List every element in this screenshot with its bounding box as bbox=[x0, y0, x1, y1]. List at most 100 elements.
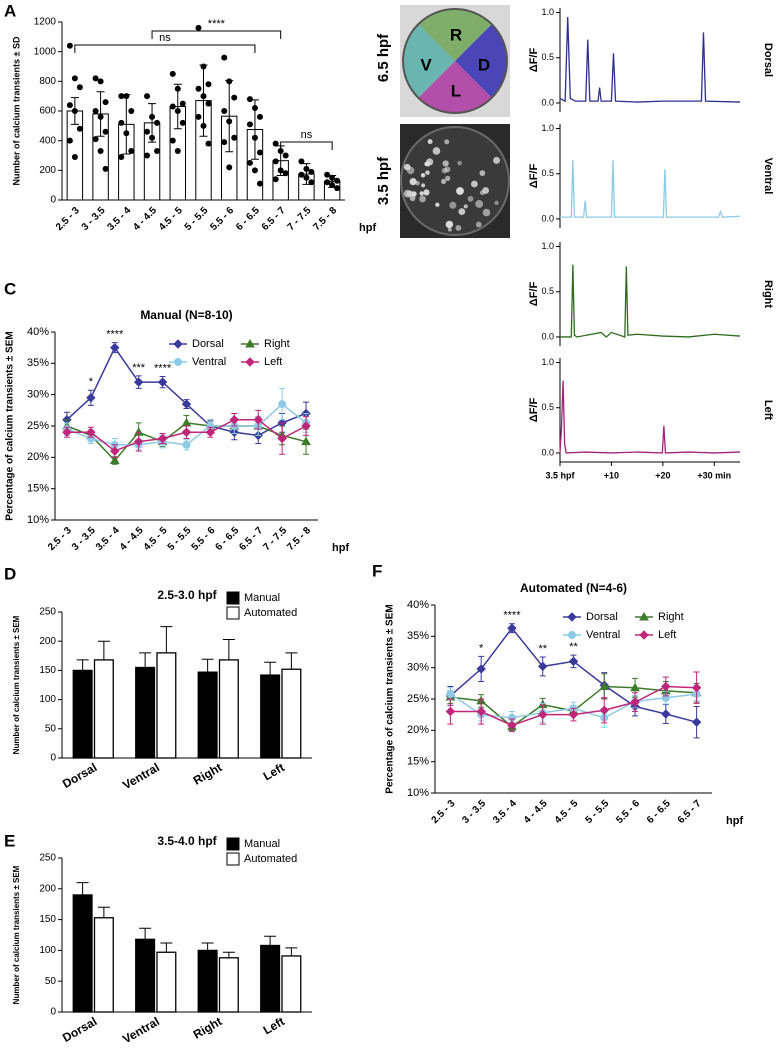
marker bbox=[181, 427, 192, 437]
bar bbox=[218, 957, 239, 1013]
y-tick-label: 250 bbox=[39, 607, 56, 618]
y-tick-label: 0.0 bbox=[541, 97, 554, 107]
bar bbox=[281, 955, 302, 1013]
error-bar bbox=[139, 927, 152, 940]
significance-label: **** bbox=[503, 610, 521, 622]
marker bbox=[599, 705, 609, 715]
marker bbox=[301, 421, 311, 431]
y-tick-label: 0.5 bbox=[541, 52, 554, 62]
data-point bbox=[102, 128, 109, 135]
data-point bbox=[195, 113, 202, 120]
cell bbox=[447, 227, 452, 232]
x-tick-label: 3.5 - 4 bbox=[491, 798, 519, 826]
data-point bbox=[200, 63, 207, 70]
bar bbox=[197, 671, 218, 759]
panel-label: C bbox=[4, 279, 16, 298]
y-tick-label: 50 bbox=[45, 976, 57, 987]
x-tick-label: 7 - 7.5 bbox=[286, 205, 314, 233]
error-bar bbox=[285, 947, 298, 956]
x-tick-label: 4.5 - 5 bbox=[157, 205, 185, 233]
data-point bbox=[246, 159, 253, 166]
data-point bbox=[92, 108, 99, 114]
panel-label: E bbox=[4, 831, 15, 850]
y-axis-label: Percentage of calcium transients ± SEM bbox=[5, 331, 16, 520]
error-bar bbox=[264, 661, 277, 676]
cell bbox=[425, 170, 430, 175]
x-tick-label: Right bbox=[191, 1014, 225, 1041]
data-point bbox=[154, 148, 161, 155]
data-point bbox=[277, 167, 284, 174]
data-point bbox=[226, 118, 233, 125]
error-bar bbox=[76, 882, 89, 895]
cell bbox=[494, 200, 499, 206]
cell bbox=[441, 178, 447, 184]
chart-title: Manual (N=8-10) bbox=[140, 308, 232, 322]
data-point bbox=[92, 136, 99, 143]
data-point bbox=[102, 99, 109, 106]
data-point bbox=[169, 137, 176, 144]
legend-label: Automated bbox=[244, 607, 297, 619]
x-tick-label: 4.5 - 5 bbox=[142, 525, 170, 553]
x-tick-label: 5 - 5.5 bbox=[183, 205, 211, 233]
legend-label: Dorsal bbox=[586, 611, 618, 623]
legend-marker bbox=[245, 357, 255, 367]
cell bbox=[403, 163, 411, 171]
y-tick-label: 1.0 bbox=[541, 241, 554, 251]
bar bbox=[218, 659, 239, 759]
x-tick-label: 3.5 - 4 bbox=[105, 205, 133, 233]
data-point bbox=[308, 179, 315, 186]
y-tick-label: 0.5 bbox=[541, 402, 554, 412]
y-tick-label: 20% bbox=[27, 451, 49, 463]
legend-marker bbox=[639, 630, 649, 640]
data-point bbox=[251, 105, 258, 112]
data-point bbox=[92, 75, 99, 82]
x-tick-label: Ventral bbox=[120, 760, 162, 792]
significance-label: ns bbox=[301, 129, 313, 141]
trace-label: Ventral bbox=[762, 158, 774, 195]
x-tick-label: 2.5 - 3 bbox=[46, 525, 74, 553]
marker bbox=[301, 436, 311, 446]
data-point bbox=[174, 148, 181, 155]
x-tick-label: 5.5 - 6 bbox=[614, 798, 642, 826]
trace-line bbox=[560, 264, 741, 338]
panel-label: D bbox=[4, 564, 16, 583]
marker bbox=[568, 656, 579, 667]
data-point bbox=[144, 128, 151, 135]
y-tick-label: 250 bbox=[39, 853, 56, 864]
x-tick-label: 3 - 3.5 bbox=[80, 205, 108, 233]
bar bbox=[135, 938, 156, 1013]
cell bbox=[471, 180, 478, 188]
marker bbox=[229, 415, 240, 425]
data-point bbox=[272, 176, 279, 183]
bar bbox=[93, 917, 114, 1013]
embryo-fluorescence-image: 3.5 hpf bbox=[375, 124, 510, 238]
cell bbox=[435, 202, 440, 207]
quadrant-label: D bbox=[478, 55, 490, 74]
data-point bbox=[174, 85, 181, 92]
bar bbox=[72, 669, 93, 759]
embryo-outline bbox=[400, 126, 510, 236]
quadrant bbox=[418, 61, 492, 114]
data-point bbox=[251, 134, 258, 141]
y-tick-label: 25% bbox=[407, 693, 429, 705]
significance-label: * bbox=[479, 642, 484, 654]
bar bbox=[281, 668, 302, 759]
data-point bbox=[205, 100, 212, 107]
cell bbox=[432, 147, 441, 155]
y-axis-label: Number of calcium transients ± SD bbox=[11, 36, 21, 185]
quadrant bbox=[455, 24, 508, 98]
y-axis-label: Number of calcium transients ± SEM bbox=[12, 615, 21, 754]
y-tick-label: 35% bbox=[407, 630, 429, 642]
error-bar bbox=[201, 942, 214, 951]
data-point bbox=[149, 113, 156, 120]
x-tick-label: 3.5 hpf bbox=[545, 470, 575, 480]
marker bbox=[630, 682, 640, 692]
embryo-quadrant-image: R V D L 6.5 hpf bbox=[375, 5, 510, 117]
marker bbox=[205, 427, 216, 437]
error-bar bbox=[97, 640, 110, 660]
legend-label: Left bbox=[658, 629, 676, 641]
data-point bbox=[303, 165, 310, 172]
y-tick-label: 0 bbox=[50, 753, 56, 764]
cell bbox=[475, 221, 482, 228]
cell bbox=[479, 170, 486, 176]
